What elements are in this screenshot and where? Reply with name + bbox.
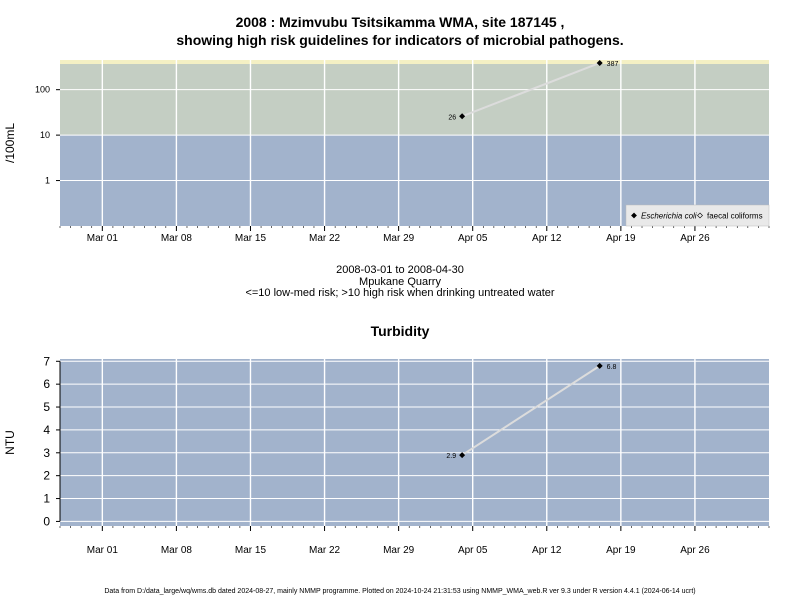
data-label: 2.9 [446, 453, 456, 460]
series-line [461, 62, 601, 118]
y-tick-label: 7 [43, 354, 50, 368]
x-tick-label: Mar 22 [309, 545, 341, 556]
y-tick-label: 0 [43, 514, 50, 528]
y-tick-label: 5 [43, 400, 50, 414]
data-point [596, 362, 603, 369]
y-tick-label: 4 [43, 423, 50, 437]
x-tick-label: Apr 05 [458, 233, 488, 244]
x-tick-label: Mar 01 [87, 233, 119, 244]
x-tick-label: Apr 19 [606, 545, 636, 556]
data-point [459, 452, 466, 459]
data-label: 6.8 [607, 364, 617, 371]
footer-note: Data from D:/data_large/wq/wms.db dated … [104, 588, 696, 595]
y-axis-label: /100mL [3, 123, 17, 163]
y-tick-label: 2 [43, 469, 50, 483]
x-tick-label: Mar 29 [383, 545, 415, 556]
top-band [60, 60, 769, 64]
turbidity-title: Turbidity [370, 323, 430, 339]
x-tick-label: Apr 26 [680, 233, 710, 244]
x-tick-label: Mar 15 [235, 233, 267, 244]
open-diamond-icon [697, 212, 703, 219]
data-point [596, 59, 603, 66]
x-tick-label: Mar 22 [309, 233, 341, 244]
y-tick-label: 10 [40, 130, 50, 140]
legend-entry-label: faecal coliforms [707, 212, 763, 221]
x-tick-label: Mar 15 [235, 545, 267, 556]
y-tick-label: 1 [45, 176, 50, 186]
high-risk-band [60, 60, 769, 136]
x-tick-label: Apr 26 [680, 545, 710, 556]
y-axis-label: NTU [3, 430, 17, 455]
legend: Escherichia coli faecal coliforms [625, 204, 770, 227]
x-tick-label: Mar 01 [87, 545, 119, 556]
y-tick-label: 6 [43, 377, 50, 391]
series-line [461, 365, 601, 456]
x-tick-label: Apr 12 [532, 545, 562, 556]
data-label: 387 [607, 61, 619, 68]
ecoli-panel: 1 10 100 Mar 01 Mar 08 Mar 15 Mar 22 Mar 29 Apr … [3, 59, 770, 244]
x-tick-label: Mar 29 [383, 233, 415, 244]
x-tick-label: Apr 19 [606, 233, 636, 244]
y-tick-label: 3 [43, 446, 50, 460]
data-point [459, 113, 466, 120]
subtitle-site-name: Mpukane Quarry [359, 276, 441, 288]
y-tick-label: 100 [35, 85, 50, 95]
x-tick-label: Apr 05 [458, 545, 488, 556]
x-tick-label: Apr 12 [532, 233, 562, 244]
chart-title-line2: showing high risk guidelines for indicat… [176, 32, 624, 48]
legend-entry-label: Escherichia coli [641, 212, 697, 221]
chart-title-line1: 2008 : Mzimvubu Tsitsikamma WMA, site 18… [235, 14, 565, 30]
turbidity-panel: 0 1 2 3 4 5 6 7 Mar 01 Mar 08 Mar 15 Mar 22 Mar 29 Ap… [3, 354, 770, 556]
filled-diamond-icon [631, 212, 637, 219]
data-label: 26 [448, 114, 456, 121]
y-tick-label: 1 [43, 492, 50, 506]
subtitle-risk-note: <=10 low-med risk; >10 high risk when dr… [245, 287, 555, 299]
subtitle-date-range: 2008-03-01 to 2008-04-30 [336, 264, 464, 276]
x-tick-label: Mar 08 [161, 233, 193, 244]
x-tick-label: Mar 08 [161, 545, 193, 556]
